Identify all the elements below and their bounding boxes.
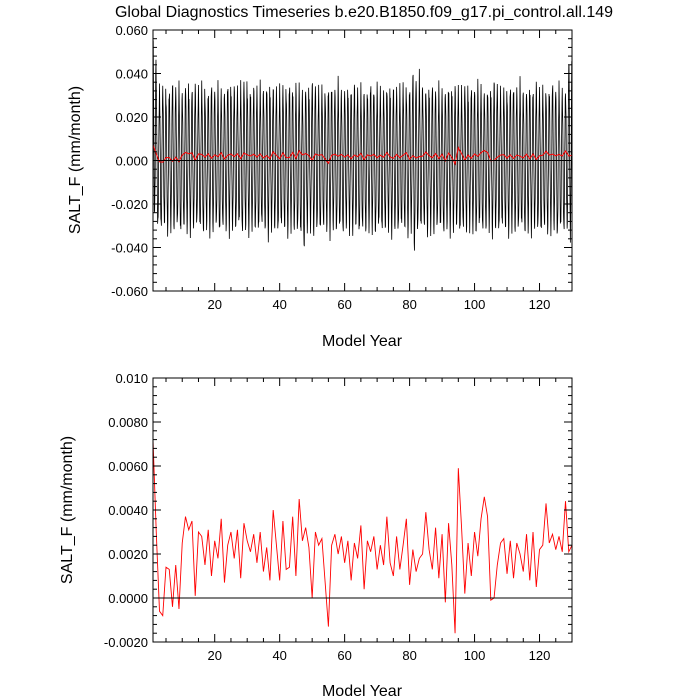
top-monthly-line — [152, 38, 573, 251]
bottom-annual-series — [152, 439, 573, 634]
top-x-tick-label: 20 — [207, 297, 221, 312]
bottom-y-tick-label: 0.0020 — [108, 547, 148, 562]
top-x-tick-label: 120 — [529, 297, 551, 312]
top-x-tick-label: 80 — [402, 297, 416, 312]
bottom-x-tick-label: 80 — [402, 648, 416, 663]
top-monthly-series — [152, 38, 573, 251]
bottom-plot-frame — [152, 377, 573, 643]
top-x-tick-label: 60 — [337, 297, 351, 312]
top-y-tick-label: -0.060 — [111, 284, 148, 299]
top-x-tick-label: 100 — [464, 297, 486, 312]
bottom-annual-line — [152, 439, 573, 634]
bottom-y-tick-label: 0.0040 — [108, 503, 148, 518]
bottom-y-tick-label: 0.010 — [115, 371, 148, 386]
bottom-y-tick-label: 0.0000 — [108, 591, 148, 606]
bottom-y-axis-title: SALT_F (mm/month) — [59, 436, 76, 584]
bottom-x-tick-label: 60 — [337, 648, 351, 663]
bottom-panel: 20 40 60 80 100 120 -0.0020 0.0000 0.0020 0.0040 0… — [59, 371, 573, 700]
top-axes: 20 40 60 80 100 120 -0.060 -0.040 -0.020 0.000 0.0… — [111, 23, 573, 312]
bottom-y-tick-label: 0.0080 — [108, 415, 148, 430]
top-y-tick-label: -0.020 — [111, 197, 148, 212]
top-panel: 20 40 60 80 100 120 -0.060 -0.040 -0.020 0.000 0.0… — [67, 23, 573, 350]
top-annual-mean-series — [152, 144, 573, 166]
top-y-tick-label: 0.000 — [115, 154, 148, 169]
bottom-x-tick-label: 100 — [464, 648, 486, 663]
bottom-x-tick-label: 120 — [529, 648, 551, 663]
bottom-y-tick-label: 0.0060 — [108, 459, 148, 474]
bottom-axes: 20 40 60 80 100 120 -0.0020 0.0000 0.0020 0.0040 0… — [104, 371, 573, 663]
top-y-tick-label: -0.040 — [111, 241, 148, 256]
top-x-axis-title: Model Year — [322, 333, 403, 350]
bottom-x-tick-label: 20 — [207, 648, 221, 663]
bottom-x-axis-title: Model Year — [322, 683, 403, 700]
bottom-y-tick-label: -0.0020 — [104, 635, 148, 650]
bottom-x-tick-label: 40 — [272, 648, 286, 663]
top-y-tick-label: 0.040 — [115, 67, 148, 82]
top-y-tick-label: 0.060 — [115, 23, 148, 38]
top-annual-mean-line — [152, 144, 573, 166]
top-y-axis-title: SALT_F (mm/month) — [67, 86, 84, 234]
top-x-tick-label: 40 — [272, 297, 286, 312]
figure-title: Global Diagnostics Timeseries b.e20.B185… — [115, 4, 613, 21]
top-y-tick-label: 0.020 — [115, 110, 148, 125]
